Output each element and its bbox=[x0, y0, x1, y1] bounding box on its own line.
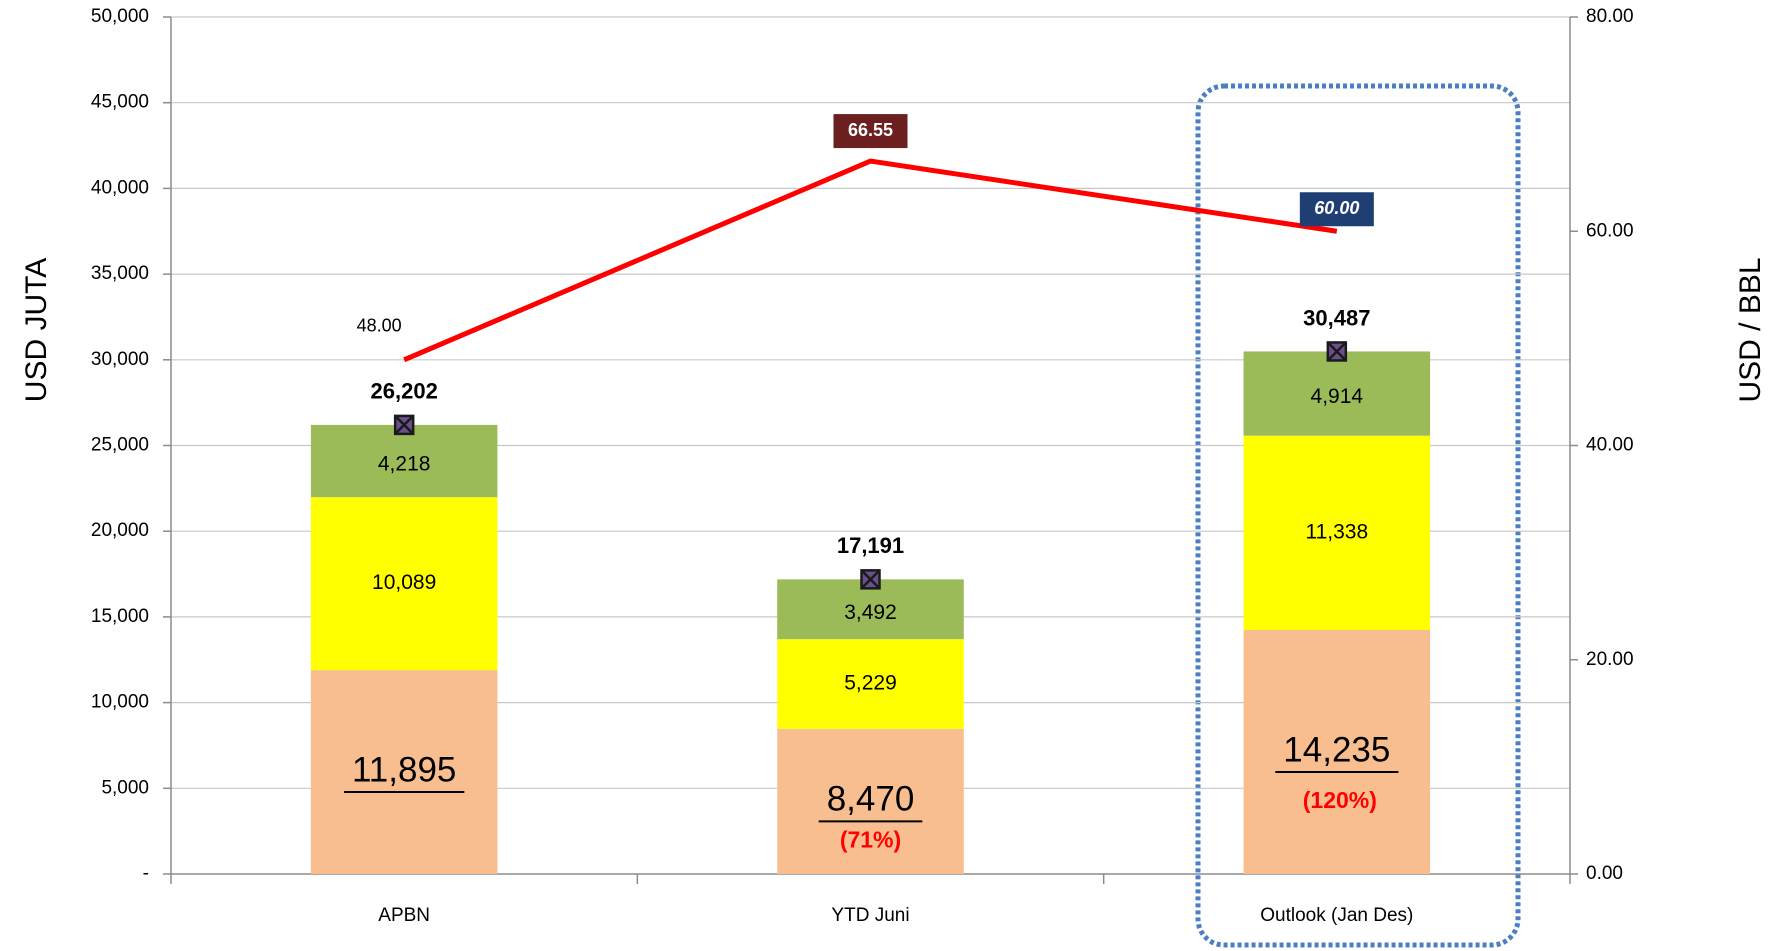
y2-tick-label: 0.00 bbox=[1586, 863, 1623, 884]
total-marker bbox=[395, 416, 413, 434]
bar-value-label: 14,235 bbox=[1283, 730, 1390, 769]
y2-tick-label: 80.00 bbox=[1586, 6, 1634, 27]
y-tick-label: 10,000 bbox=[91, 692, 149, 713]
y-tick-label: 5,000 bbox=[101, 777, 149, 798]
percent-label: (71%) bbox=[840, 826, 901, 852]
y-axis-title: USD JUTA bbox=[20, 258, 53, 402]
total-label: 30,487 bbox=[1303, 305, 1370, 330]
y-tick-label: 30,000 bbox=[91, 349, 149, 370]
y-tick-label: 50,000 bbox=[91, 6, 149, 27]
total-label: 17,191 bbox=[837, 533, 904, 558]
x-tick-label: YTD Juni bbox=[831, 905, 909, 926]
bar-value-label: 3,492 bbox=[844, 601, 897, 624]
y-tick-label: 45,000 bbox=[91, 92, 149, 113]
bar-value-label: 11,338 bbox=[1305, 520, 1368, 543]
y-tick-label: 15,000 bbox=[91, 606, 149, 627]
chart: USD JUTA USD / BBL - 5,000 10,000 15,000 20,… bbox=[0, 0, 1786, 951]
total-label: 26,202 bbox=[371, 379, 438, 404]
bar-value-label: 4,914 bbox=[1311, 385, 1364, 408]
y2-tick-label: 20.00 bbox=[1586, 649, 1634, 670]
total-marker bbox=[862, 570, 880, 588]
line-value-label: 66.55 bbox=[848, 120, 893, 140]
bar-value-label: 5,229 bbox=[844, 672, 897, 695]
y-tick-label: 20,000 bbox=[91, 520, 149, 541]
bar-value-label: 8,470 bbox=[827, 780, 915, 819]
y2-tick-label: 60.00 bbox=[1586, 220, 1634, 241]
bar-value-label: 10,089 bbox=[372, 571, 436, 594]
y-tick-label: - bbox=[143, 863, 149, 884]
x-tick-label: APBN bbox=[378, 905, 430, 926]
y2-axis-title: USD / BBL bbox=[1734, 257, 1767, 402]
line-value-label: 60.00 bbox=[1314, 198, 1359, 218]
y2-tick-label: 40.00 bbox=[1586, 435, 1634, 456]
y-tick-label: 25,000 bbox=[91, 435, 149, 456]
y-tick-label: 40,000 bbox=[91, 177, 149, 198]
line-value-label: 48.00 bbox=[357, 316, 402, 336]
bar-value-label: 11,895 bbox=[352, 750, 456, 789]
percent-label: (120%) bbox=[1303, 787, 1377, 813]
y-tick-label: 35,000 bbox=[91, 263, 149, 284]
bar-value-label: 4,218 bbox=[378, 453, 431, 476]
x-tick-label: Outlook (Jan Des) bbox=[1260, 905, 1413, 926]
total-marker bbox=[1328, 342, 1346, 360]
